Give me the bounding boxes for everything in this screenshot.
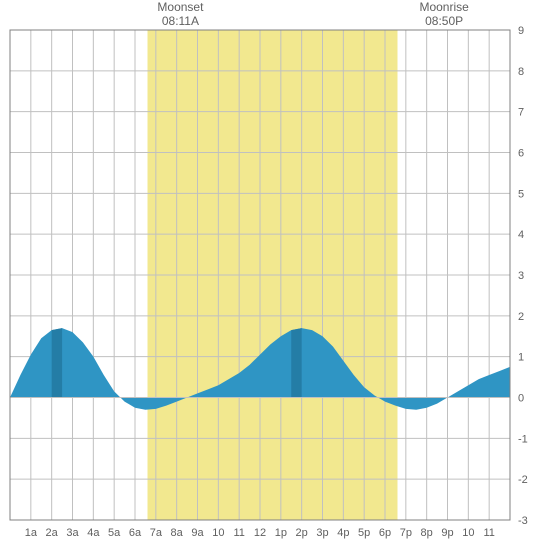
- svg-text:0: 0: [518, 393, 524, 405]
- svg-text:7a: 7a: [150, 527, 163, 539]
- svg-text:-1: -1: [518, 433, 528, 445]
- svg-text:3a: 3a: [66, 527, 79, 539]
- svg-text:2p: 2p: [296, 527, 308, 539]
- moonrise-label: Moonrise 08:50P: [419, 0, 468, 29]
- tide-chart: Moonset 08:11A Moonrise 08:50P -3-2-1012…: [0, 0, 550, 550]
- svg-text:4: 4: [518, 229, 524, 241]
- moonrise-title: Moonrise: [419, 0, 468, 14]
- svg-text:12: 12: [254, 527, 266, 539]
- svg-text:3p: 3p: [316, 527, 328, 539]
- moonset-title: Moonset: [157, 0, 203, 14]
- chart-svg: -3-2-101234567891a2a3a4a5a6a7a8a9a101112…: [0, 0, 550, 550]
- svg-text:-2: -2: [518, 474, 528, 486]
- svg-text:7p: 7p: [400, 527, 412, 539]
- svg-text:11: 11: [233, 527, 244, 539]
- svg-text:6a: 6a: [129, 527, 142, 539]
- svg-text:11: 11: [483, 527, 494, 539]
- svg-text:6p: 6p: [379, 527, 391, 539]
- svg-text:9p: 9p: [441, 527, 453, 539]
- svg-text:2: 2: [518, 311, 524, 323]
- moonset-time: 08:11A: [157, 14, 203, 28]
- moonset-label: Moonset 08:11A: [157, 0, 203, 29]
- svg-text:8a: 8a: [171, 527, 184, 539]
- svg-text:9a: 9a: [191, 527, 204, 539]
- svg-text:3: 3: [518, 270, 524, 282]
- svg-text:1a: 1a: [25, 527, 38, 539]
- svg-text:8p: 8p: [421, 527, 433, 539]
- svg-text:9: 9: [518, 25, 524, 37]
- svg-text:5: 5: [518, 188, 524, 200]
- svg-text:1: 1: [518, 352, 524, 364]
- svg-text:10: 10: [212, 527, 224, 539]
- svg-text:7: 7: [518, 107, 524, 119]
- svg-text:-3: -3: [518, 515, 528, 527]
- svg-text:10: 10: [462, 527, 474, 539]
- svg-text:5p: 5p: [358, 527, 370, 539]
- svg-text:4p: 4p: [337, 527, 349, 539]
- svg-text:5a: 5a: [108, 527, 121, 539]
- svg-text:1p: 1p: [275, 527, 287, 539]
- svg-text:8: 8: [518, 66, 524, 78]
- svg-text:2a: 2a: [46, 527, 59, 539]
- svg-text:4a: 4a: [87, 527, 100, 539]
- moonrise-time: 08:50P: [419, 14, 468, 28]
- svg-text:6: 6: [518, 148, 524, 160]
